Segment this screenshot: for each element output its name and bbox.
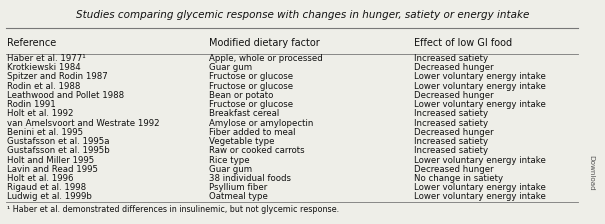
Text: No change in satiety: No change in satiety [414,174,503,183]
Text: Fiber added to meal: Fiber added to meal [209,128,295,137]
Text: Guar gum: Guar gum [209,165,252,174]
Text: Lavin and Read 1995: Lavin and Read 1995 [7,165,98,174]
Text: Bean or potato: Bean or potato [209,91,273,100]
Text: Rigaud et al. 1998: Rigaud et al. 1998 [7,183,87,192]
Text: Rodin et al. 1988: Rodin et al. 1988 [7,82,80,90]
Text: Holt et al. 1996: Holt et al. 1996 [7,174,74,183]
Text: Raw or cooked carrots: Raw or cooked carrots [209,146,304,155]
Text: Rice type: Rice type [209,155,249,164]
Text: Increased satiety: Increased satiety [414,146,489,155]
Text: Reference: Reference [7,38,56,47]
Text: Vegetable type: Vegetable type [209,137,274,146]
Text: Decreased hunger: Decreased hunger [414,63,494,72]
Text: Holt and Miller 1995: Holt and Miller 1995 [7,155,94,164]
Text: ¹ Haber et al. demonstrated differences in insulinemic, but not glycemic respons: ¹ Haber et al. demonstrated differences … [7,205,339,214]
Text: Lower voluntary energy intake: Lower voluntary energy intake [414,155,546,164]
Text: Psyllium fiber: Psyllium fiber [209,183,267,192]
Text: Modified dietary factor: Modified dietary factor [209,38,319,47]
Text: Haber et al. 1977¹: Haber et al. 1977¹ [7,54,86,63]
Text: Increased satiety: Increased satiety [414,118,489,127]
Text: Leathwood and Pollet 1988: Leathwood and Pollet 1988 [7,91,125,100]
Text: Decreased hunger: Decreased hunger [414,128,494,137]
Text: Fructose or glucose: Fructose or glucose [209,100,293,109]
Text: Benini et al. 1995: Benini et al. 1995 [7,128,83,137]
Text: Decreased hunger: Decreased hunger [414,165,494,174]
Text: Decreased hunger: Decreased hunger [414,91,494,100]
Text: Lower voluntary energy intake: Lower voluntary energy intake [414,183,546,192]
Text: Lower voluntary energy intake: Lower voluntary energy intake [414,192,546,201]
Text: van Amelsvoort and Westrate 1992: van Amelsvoort and Westrate 1992 [7,118,160,127]
Text: Guar gum: Guar gum [209,63,252,72]
Text: Gustafsson et al. 1995a: Gustafsson et al. 1995a [7,137,110,146]
Text: Amylose or amylopectin: Amylose or amylopectin [209,118,313,127]
Text: Lower voluntary energy intake: Lower voluntary energy intake [414,100,546,109]
Text: Fructose or glucose: Fructose or glucose [209,82,293,90]
Text: Studies comparing glycemic response with changes in hunger, satiety or energy in: Studies comparing glycemic response with… [76,10,529,20]
Text: Effect of low GI food: Effect of low GI food [414,38,512,47]
Text: Rodin 1991: Rodin 1991 [7,100,56,109]
Text: Apple, whole or processed: Apple, whole or processed [209,54,322,63]
Text: Breakfast cereal: Breakfast cereal [209,109,279,118]
Text: Lower voluntary energy intake: Lower voluntary energy intake [414,72,546,81]
Text: Download: Download [588,155,594,190]
Text: Spitzer and Rodin 1987: Spitzer and Rodin 1987 [7,72,108,81]
Text: Krotkiewski 1984: Krotkiewski 1984 [7,63,81,72]
Text: Fructose or glucose: Fructose or glucose [209,72,293,81]
Text: 38 individual foods: 38 individual foods [209,174,291,183]
Text: Increased satiety: Increased satiety [414,137,489,146]
Text: Lower voluntary energy intake: Lower voluntary energy intake [414,82,546,90]
Text: Holt et al. 1992: Holt et al. 1992 [7,109,74,118]
Text: Increased satiety: Increased satiety [414,109,489,118]
Text: Ludwig et al. 1999b: Ludwig et al. 1999b [7,192,92,201]
Text: Gustafsson et al. 1995b: Gustafsson et al. 1995b [7,146,110,155]
Text: Increased satiety: Increased satiety [414,54,489,63]
Text: Oatmeal type: Oatmeal type [209,192,267,201]
